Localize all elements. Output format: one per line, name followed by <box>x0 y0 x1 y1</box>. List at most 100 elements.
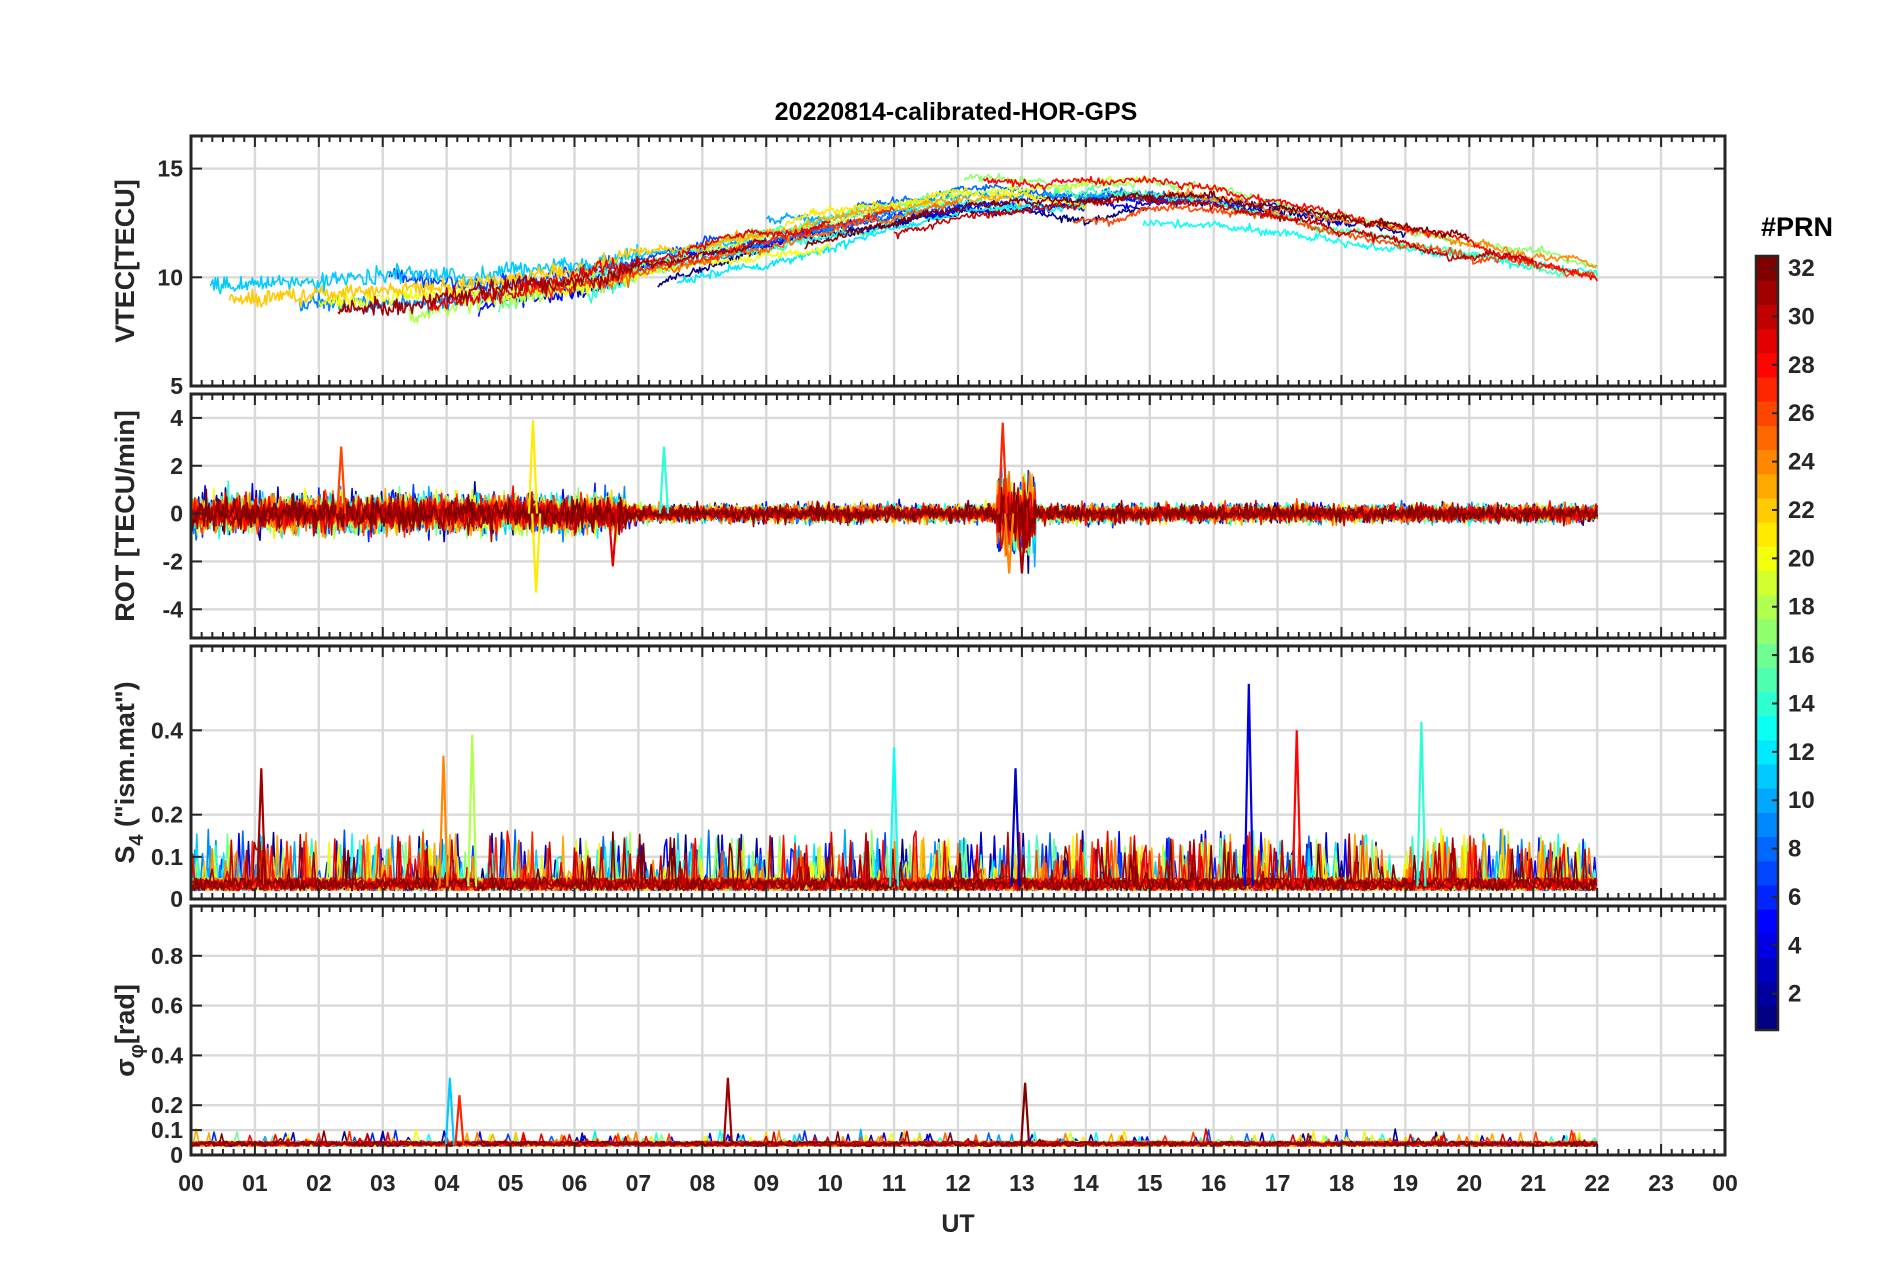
sigphi-ytick-label: 0.6 <box>151 993 183 1019</box>
vtec-series-prn-23 <box>695 195 1023 252</box>
x-tick-label: 10 <box>817 1170 843 1196</box>
colorbar-swatch <box>1756 280 1778 305</box>
colorbar-tick-label: 12 <box>1788 739 1815 766</box>
colorbar-swatch <box>1756 981 1778 1007</box>
s4-spike <box>888 747 900 887</box>
colorbar-swatch <box>1756 643 1778 668</box>
colorbar-tick-label: 32 <box>1788 255 1815 282</box>
s4-spike <box>1291 730 1302 887</box>
colorbar-swatch <box>1756 473 1778 499</box>
x-tick-label: 11 <box>882 1170 907 1196</box>
colorbar-swatch <box>1756 352 1778 378</box>
rot-spike <box>1004 513 1015 574</box>
rot-spike <box>527 420 539 514</box>
colorbar-tick-label: 30 <box>1788 303 1815 330</box>
panel-vtec: 5 10 15 VTEC[TECU] <box>110 134 1727 399</box>
s4-ytick-label: 0 <box>170 886 183 912</box>
s4-series-prn-32 <box>191 831 1598 892</box>
s4-spike <box>1416 721 1427 887</box>
x-tick-label: 14 <box>1073 1170 1099 1196</box>
s4-ytick-label: 0.4 <box>151 717 183 743</box>
sigphi-y-axis-label: σφ[rad] <box>110 984 148 1077</box>
rot-ytick-label: -2 <box>163 548 183 574</box>
s4-ytick-label: 0.2 <box>151 802 183 828</box>
colorbar-tick-label: 24 <box>1788 449 1815 476</box>
x-tick-label: 18 <box>1329 1170 1355 1196</box>
vtec-y-axis-label: VTEC[TECU] <box>110 179 140 343</box>
vtec-series-prn-11 <box>209 219 831 295</box>
colorbar-swatch <box>1756 957 1778 983</box>
colorbar-label: #PRN <box>1761 212 1833 242</box>
sigphi-series-prn-32 <box>191 1130 1598 1148</box>
sigphi-ytick-label: 0.4 <box>151 1042 183 1068</box>
sigphi-spike <box>454 1095 465 1146</box>
x-tick-label: 07 <box>626 1170 652 1196</box>
s4-spike <box>256 768 267 887</box>
colorbar-swatch <box>1756 594 1778 620</box>
s4-y-axis-label: S4 ("ism.mat") <box>110 681 148 863</box>
colorbar-tick-label: 18 <box>1788 594 1815 621</box>
colorbar-swatch <box>1756 522 1778 547</box>
colorbar-swatch <box>1756 497 1778 523</box>
colorbar-swatch <box>1756 570 1778 596</box>
colorbar-swatch <box>1756 933 1778 959</box>
colorbar-swatch <box>1756 401 1778 426</box>
colorbar-tick-label: 10 <box>1788 787 1815 814</box>
colorbar-swatch <box>1756 546 1778 572</box>
colorbar-tick-label: 26 <box>1788 400 1815 427</box>
sigphi-ytick-label: 0 <box>170 1142 183 1168</box>
rot-tick-marks <box>190 394 1726 638</box>
vtec-series-prn-32 <box>804 190 1470 250</box>
s4-spike <box>438 755 449 887</box>
colorbar-tick-label: 22 <box>1788 497 1815 524</box>
colorbar-tick-label: 28 <box>1788 352 1815 379</box>
colorbar-tick-label: 16 <box>1788 642 1815 669</box>
rot-spike <box>1016 513 1028 574</box>
colorbar-swatch <box>1756 1005 1778 1031</box>
rot-ytick-label: 0 <box>170 501 183 527</box>
rot-spike <box>997 422 1008 514</box>
colorbar-swatch <box>1756 860 1778 886</box>
x-tick-label: 01 <box>242 1170 268 1196</box>
rot-ytick-label: 2 <box>170 453 183 479</box>
colorbar-swatch <box>1756 812 1778 838</box>
rot-series-prn-32 <box>191 486 1598 536</box>
panel-s4: 0 0.1 0.2 0.4S4 ("ism.mat") <box>110 644 1727 912</box>
vtec-series-prn-25 <box>605 199 959 290</box>
x-tick-label: 23 <box>1648 1170 1674 1196</box>
rot-spike <box>658 446 670 514</box>
x-tick-label: 13 <box>1009 1170 1035 1196</box>
vtec-series-prn-28 <box>982 175 1598 282</box>
sigphi-spike <box>444 1077 455 1146</box>
sigphi-ytick-label: 0.2 <box>151 1092 183 1118</box>
s4-ytick-label: 0.1 <box>151 844 183 870</box>
colorbar-swatch <box>1756 667 1778 692</box>
colorbar-swatch <box>1756 256 1778 281</box>
s4-series-group <box>191 683 1598 892</box>
vtec-series-prn-14 <box>586 197 1023 304</box>
colorbar-swatch <box>1756 763 1778 789</box>
x-tick-label: 21 <box>1520 1170 1546 1196</box>
vtec-series-prn-27 <box>516 206 895 300</box>
x-axis-label: UT <box>941 1210 974 1238</box>
x-tick-label: 00 <box>178 1170 204 1196</box>
s4-series-prn-31 <box>191 833 1597 892</box>
x-tick-label: 08 <box>690 1170 716 1196</box>
rot-spike <box>531 513 542 593</box>
sigphi-ytick-label: 0.8 <box>151 943 183 969</box>
rot-ytick-label: 4 <box>170 405 183 431</box>
colorbar-swatch <box>1756 836 1778 862</box>
colorbar-tick-label: 20 <box>1788 545 1815 572</box>
s4-spike <box>1243 683 1254 887</box>
rot-spike <box>336 446 347 514</box>
colorbar-swatch <box>1756 788 1778 813</box>
rot-spike <box>607 513 618 567</box>
vtec-ytick-label: 5 <box>170 373 183 399</box>
colorbar-swatch <box>1756 691 1778 717</box>
colorbar-frame <box>1754 254 1780 1032</box>
colorbar-swatch <box>1756 715 1778 741</box>
x-tick-label: 19 <box>1393 1170 1419 1196</box>
